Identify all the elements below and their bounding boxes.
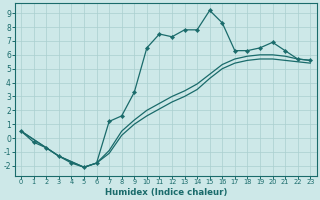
- X-axis label: Humidex (Indice chaleur): Humidex (Indice chaleur): [105, 188, 227, 197]
